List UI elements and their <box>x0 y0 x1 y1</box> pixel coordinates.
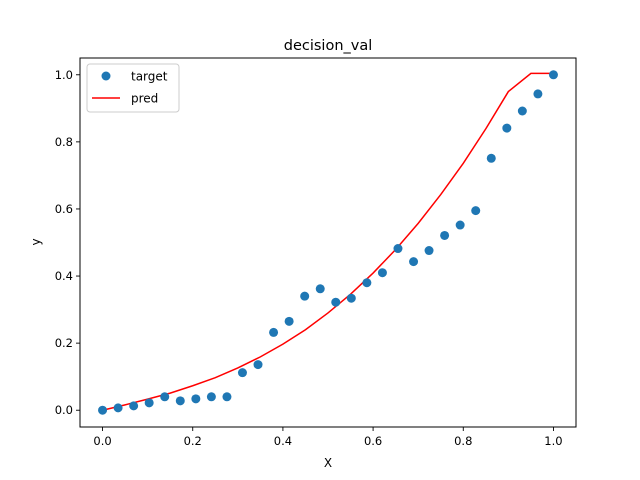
y-tick-label: 1.0 <box>55 68 73 82</box>
target-point <box>517 106 527 116</box>
legend: target pred <box>86 63 180 113</box>
chart-title: decision_val <box>284 38 373 54</box>
x-tick-label: 1.0 <box>544 434 562 448</box>
target-point <box>98 405 108 415</box>
target-point <box>206 392 216 402</box>
y-tick-label: 0.0 <box>55 403 73 417</box>
target-point <box>331 297 341 307</box>
x-axis-label: X <box>324 456 332 470</box>
legend-marker-target <box>101 71 111 81</box>
target-point <box>471 206 481 216</box>
pred-line <box>102 72 554 411</box>
y-tick-label: 0.6 <box>55 202 73 216</box>
y-tick-label: 0.8 <box>55 135 73 149</box>
x-tick-label: 0.6 <box>364 434 382 448</box>
target-point <box>393 244 403 254</box>
x-tick-label: 0.2 <box>184 434 202 448</box>
target-point <box>269 327 279 337</box>
target-point <box>284 316 294 326</box>
target-point <box>315 284 325 294</box>
legend-label-target: target <box>131 70 168 84</box>
target-point <box>175 396 185 406</box>
axes-frame <box>79 57 577 428</box>
target-point <box>424 246 434 256</box>
y-axis-label: y <box>29 238 43 245</box>
target-point <box>113 403 123 413</box>
x-tick-label: 0.4 <box>274 434 292 448</box>
target-point <box>486 153 496 163</box>
target-point <box>129 401 139 411</box>
plot-area <box>98 70 558 415</box>
target-point <box>440 230 450 240</box>
target-point <box>455 220 465 230</box>
target-point <box>502 123 512 133</box>
y-tick-label: 0.4 <box>55 269 73 283</box>
target-point <box>253 360 263 370</box>
x-axis: 0.0 0.2 0.4 0.6 0.8 1.0 <box>93 427 563 448</box>
target-point <box>533 89 543 99</box>
x-tick-label: 0.0 <box>93 434 111 448</box>
target-point <box>346 293 356 303</box>
target-point <box>409 257 419 267</box>
target-point <box>377 268 387 278</box>
y-tick-label: 0.2 <box>55 336 73 350</box>
legend-label-pred: pred <box>131 92 158 106</box>
target-point <box>548 70 558 80</box>
target-point <box>191 394 201 404</box>
target-point <box>222 392 232 402</box>
y-axis: 0.0 0.2 0.4 0.6 0.8 1.0 <box>55 68 80 417</box>
target-point <box>362 278 372 288</box>
target-point <box>144 398 154 408</box>
target-point <box>160 392 170 402</box>
target-point <box>237 368 247 378</box>
target-point <box>300 291 310 301</box>
x-tick-label: 0.8 <box>454 434 472 448</box>
